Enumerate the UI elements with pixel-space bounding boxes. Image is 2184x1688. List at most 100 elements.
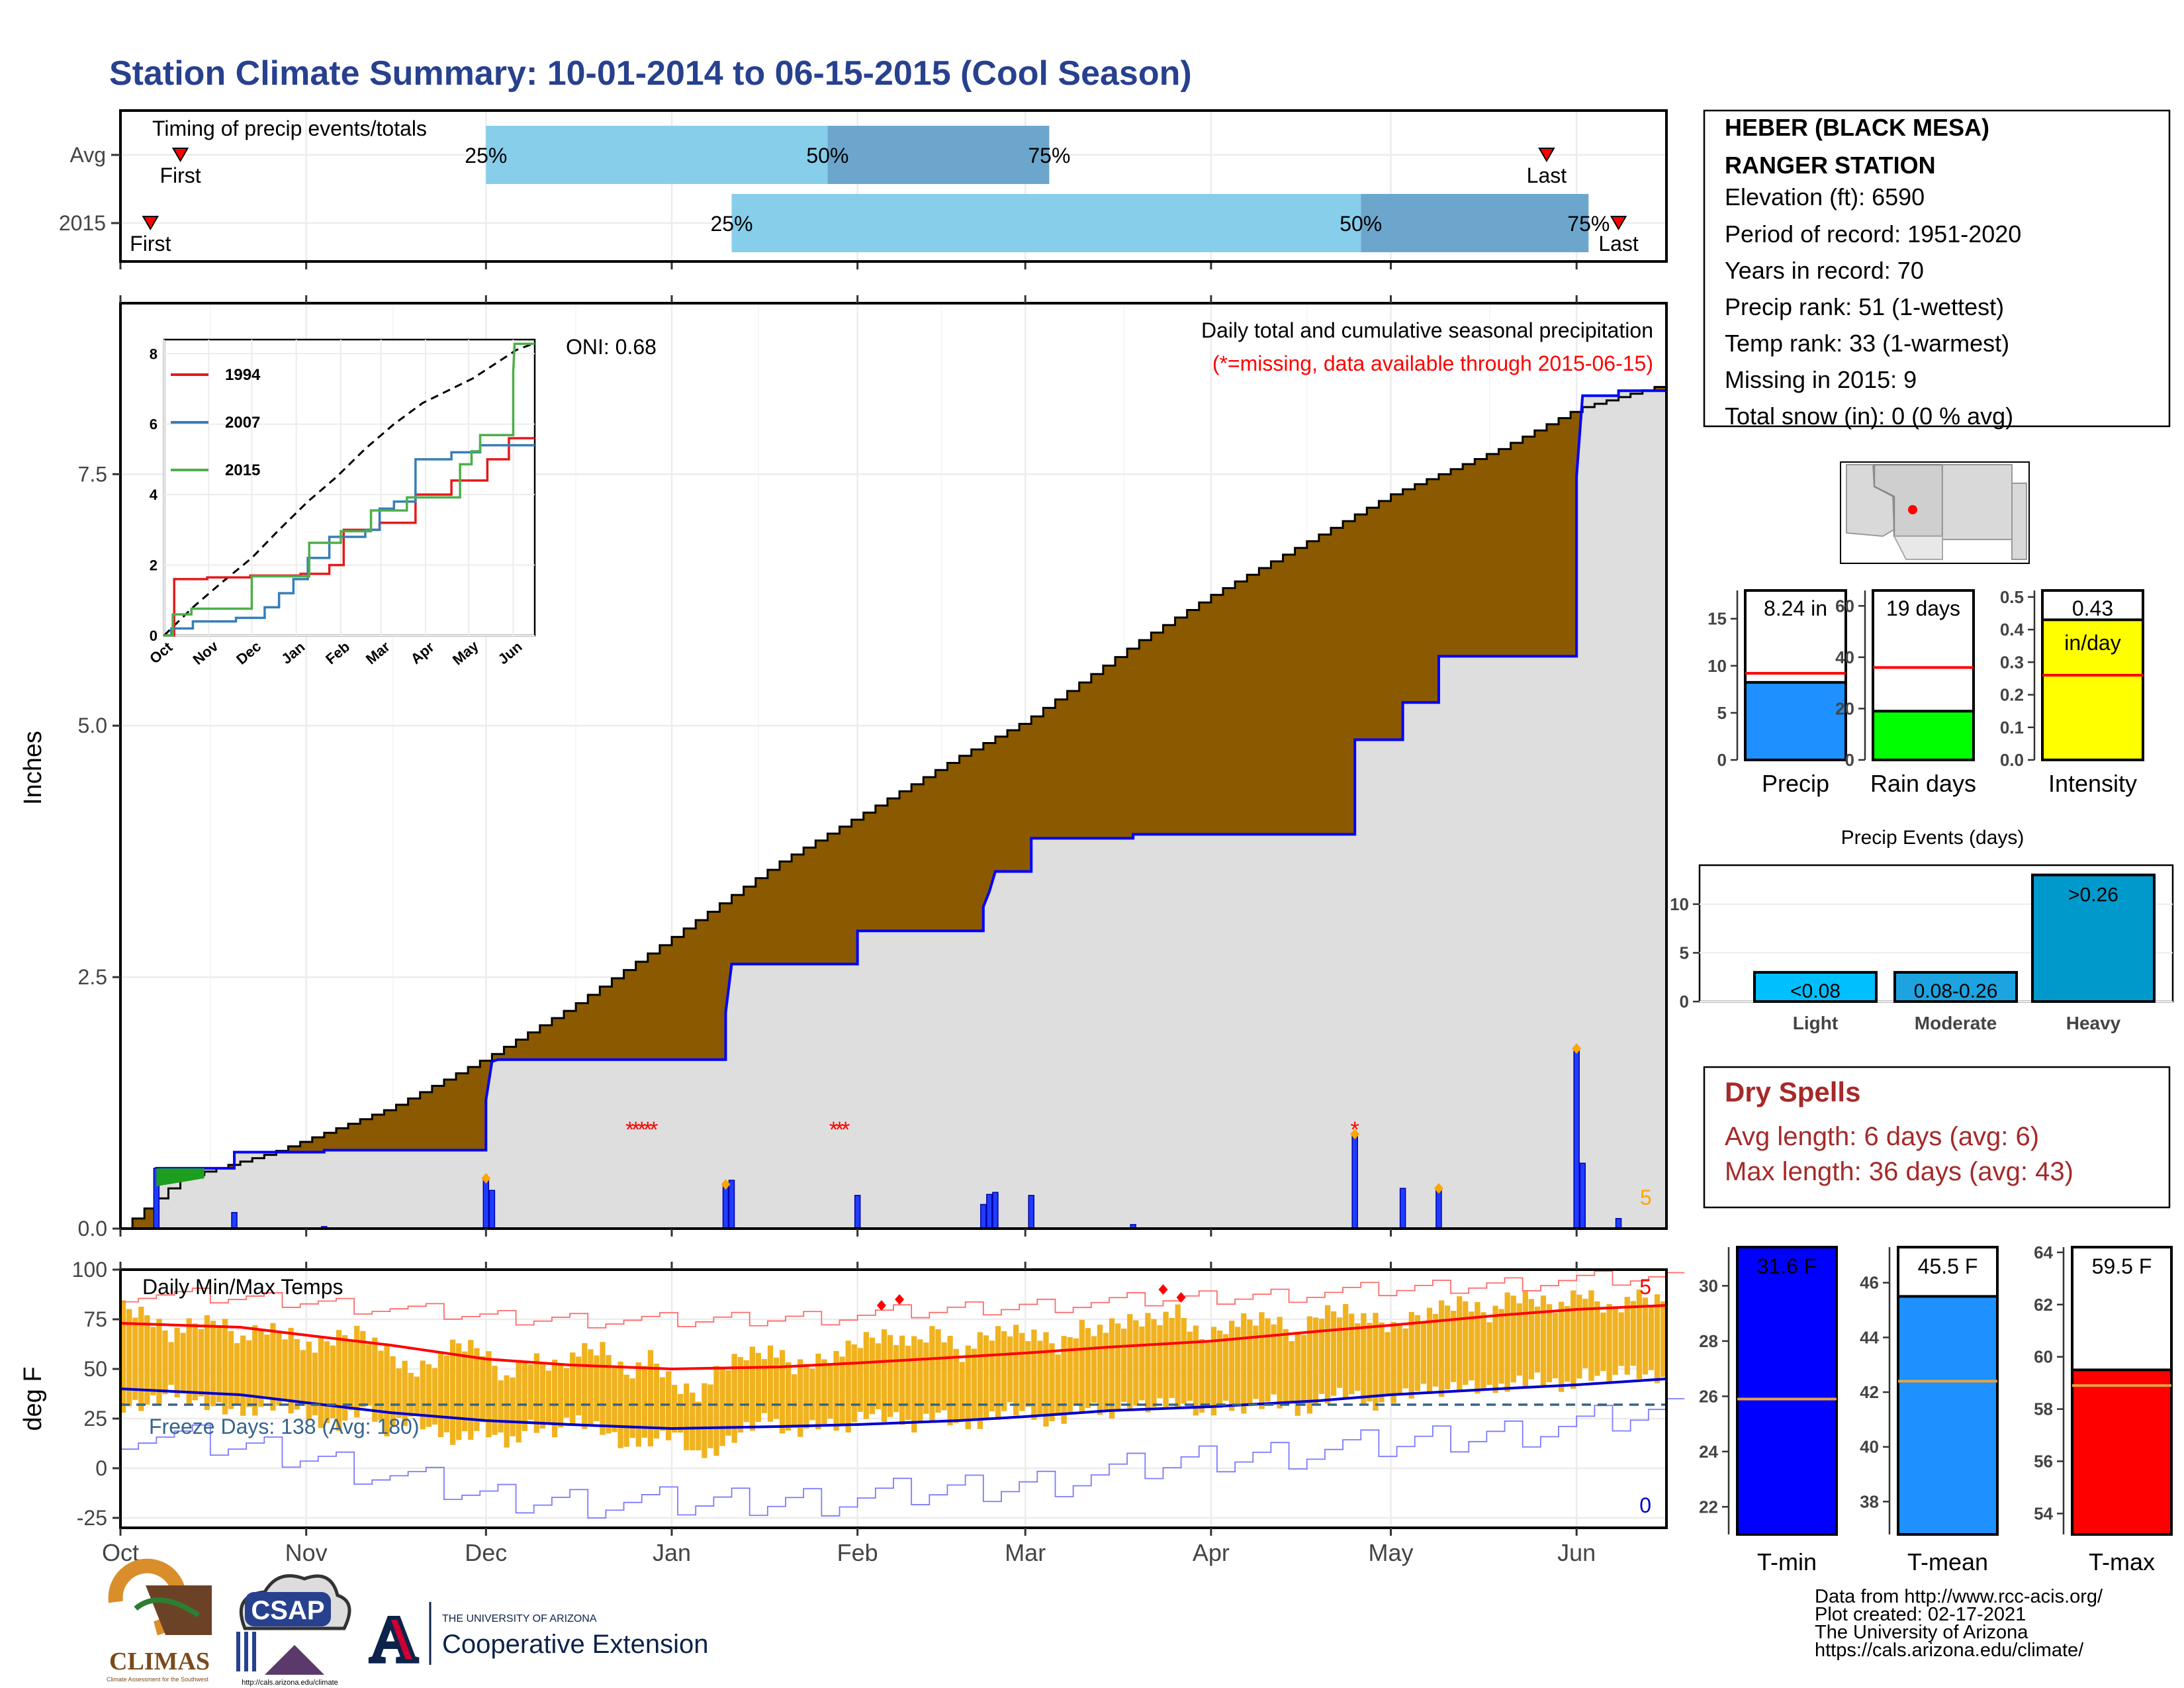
daily-temp-bar [1444,1305,1451,1389]
daily-temp-bar [462,1351,468,1432]
record-min-line [120,1398,1685,1519]
timing-band-25-50 [731,194,1361,252]
inset-legend-label: 1994 [225,366,261,384]
timing-pct-label: 50% [806,144,848,167]
season-bar-intensity [2041,618,2144,761]
daily-temp-bar [1199,1339,1205,1413]
daily-temp-bar [1300,1335,1306,1406]
daily-temp-bar [1367,1323,1373,1402]
daily-temp-bar [306,1341,312,1420]
climas-logo-subtext: Climate Assessment for the Southwest [107,1676,209,1683]
daily-temp-bar [971,1348,977,1421]
timing-pct-label: 25% [465,144,507,167]
daily-temp-bar [1600,1312,1606,1372]
missing-data-mark: * [637,1117,646,1143]
daily-temp-bar [1349,1313,1355,1395]
daily-temp-bar [1648,1305,1655,1370]
record-high-marker [1176,1292,1186,1303]
daily-temp-bar [869,1337,876,1415]
daily-temp-bar [1127,1314,1133,1411]
daily-temp-bar [378,1350,384,1421]
daily-temp-bar [1606,1303,1612,1384]
inset-y-tick-label: 2 [150,557,158,574]
tmean-value-label: 45.5 F [1918,1254,1978,1278]
events-y-tick-label: 10 [1670,894,1689,914]
daily-temp-bar [522,1362,527,1431]
season-y-tick-label: 20 [1835,698,1854,718]
daily-temp-bar [1498,1309,1504,1384]
avg-cumulative-line [120,383,1668,1230]
daily-temp-bar [228,1331,234,1409]
tmean-bar-t-mean [1897,1295,1999,1536]
timing-chart-frame [119,109,1668,263]
daily-temp-bar [384,1344,390,1436]
csap-logo: CSAP http://cals.arizona.edu/climate [236,1574,351,1687]
tmean-y-tick-label: 40 [1860,1437,1879,1457]
daily-temp-bar [1157,1325,1163,1399]
daily-temp-bar [635,1362,641,1447]
daily-temp-bar [1588,1290,1594,1381]
missing-data-mark: * [1351,1117,1359,1143]
daily-precip-bar [980,1203,987,1229]
daily-temp-bar [545,1370,552,1425]
season-y-tick-label: 10 [1707,656,1727,676]
inset-y-tick-label: 6 [150,416,158,433]
daily-temp-bar [899,1335,905,1425]
daily-temp-bar [983,1335,989,1421]
daily-precip-bar [986,1194,993,1229]
daily-temp-bar [797,1359,803,1437]
daily-temp-bar [551,1359,558,1438]
daily-temp-bar [1133,1320,1139,1406]
daily-temp-bar [737,1357,743,1432]
daily-temp-bar [893,1345,899,1413]
tmean-y-tick-label: 54 [2034,1503,2053,1523]
daily-temp-bar [1265,1318,1271,1402]
daily-temp-bar [1091,1336,1097,1403]
daily-temp-bar [1229,1321,1235,1411]
daily-temp-bar [570,1352,576,1426]
daily-temp-bar [995,1326,1001,1421]
station-elevation: Elevation (ft): 6590 [1725,183,1925,211]
daily-temp-bar [1043,1332,1049,1427]
daily-temp-bar [1612,1308,1618,1375]
daily-temp-bar [402,1360,408,1427]
precip-y-tick-label: 0.0 [78,1217,107,1241]
daily-precip-bar [1435,1188,1442,1229]
daily-temp-bar [1109,1318,1115,1419]
oni-value: ONI: 0.68 [566,335,657,359]
daily-temp-bar [702,1383,707,1458]
daily-temp-bar [749,1346,755,1431]
season-totals-charts: 0 5 10 15 8.24 in Precip 0 20 40 60 19 days Rain da… [1707,587,2144,797]
daily-temp-bar [288,1327,294,1414]
daily-temp-bar [1306,1316,1312,1414]
daily-temp-bar [1475,1301,1480,1394]
daily-temp-bar [1330,1311,1337,1396]
daily-temp-bar [792,1374,797,1428]
daily-temp-bar [863,1332,869,1419]
timing-chart-title: Timing of precip events/totals [152,117,427,140]
daily-temp-bar [857,1348,863,1412]
daily-temp-bar [989,1340,995,1412]
daily-temp-bar [180,1333,186,1393]
season-y-tick-label: 0.4 [2000,620,2025,639]
daily-temp-bar [1534,1306,1541,1373]
daily-temp-bar [1463,1301,1469,1385]
climas-logo: CLIMAS Climate Assessment for the Southw… [107,1558,212,1683]
page-title: Station Climate Summary: 10-01-2014 to 0… [109,54,1192,93]
daily-temp-bar [312,1352,318,1416]
season-y-tick-label: 0.0 [2000,750,2024,770]
dry-spells-avg: Avg length: 6 days (avg: 6) [1725,1122,2039,1151]
daily-temp-bar [1361,1313,1367,1405]
precip-events-chart: Precip Events (days) 0 5 10 <0.08 Light 0.08-… [1670,827,2174,1033]
daily-temp-bar [557,1364,564,1428]
timing-band-50-75 [827,126,1050,184]
daily-temp-bar [1457,1296,1463,1393]
daily-temp-bar [132,1317,138,1400]
station-years: Years in record: 70 [1725,257,1924,284]
daily-temp-bar [905,1345,911,1420]
daily-temp-bar [1097,1325,1103,1415]
daily-temp-bar [426,1364,432,1427]
daily-temp-bar [678,1393,684,1433]
daily-temp-bar [713,1366,719,1456]
